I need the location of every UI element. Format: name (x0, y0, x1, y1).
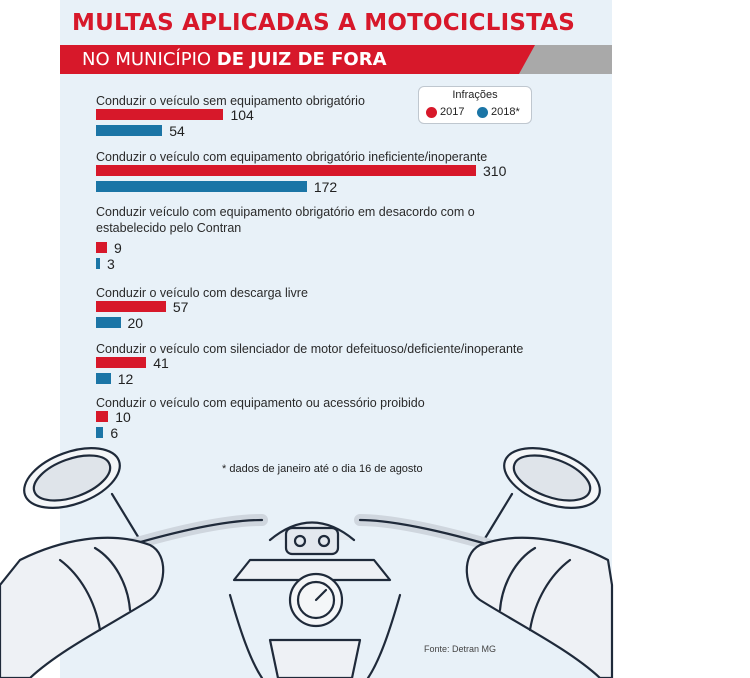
subtitle-regular: NO MUNICÍPIO (82, 49, 212, 70)
footnote: * dados de janeiro até o dia 16 de agost… (222, 463, 423, 475)
legend-label-2017: 2017 (440, 106, 465, 118)
chart-title: MULTAS APLICADAS A MOTOCICLISTAS (72, 10, 575, 36)
chart-subtitle: NO MUNICÍPIO DE JUIZ DE FORA (82, 49, 387, 71)
category-label: Conduzir o veículo com equipamento ou ac… (96, 396, 425, 410)
bar-2018 (96, 373, 111, 384)
bar-2018 (96, 181, 307, 192)
category-label: Conduzir o veículo com equipamento obrig… (96, 150, 488, 164)
data-label: 57 (172, 299, 189, 315)
bar-2017 (96, 411, 109, 422)
legend-label-2018: 2018* (491, 106, 520, 118)
subtitle-band-red (60, 45, 535, 74)
legend-item-2017: 2017 (426, 105, 464, 119)
bar-2018 (96, 317, 121, 328)
bar-2017 (96, 109, 224, 120)
legend-item-2018: 2018* (477, 105, 520, 119)
data-label: 6 (110, 425, 119, 441)
legend-swatch-2018 (477, 106, 488, 118)
data-label: 104 (230, 107, 254, 123)
category-label: Conduzir o veículo com silenciador de mo… (96, 342, 524, 356)
data-label: 310 (483, 163, 507, 179)
bar-2017 (96, 165, 476, 176)
source-note: Fonte: Detran MG (424, 644, 497, 654)
category-label: Conduzir veículo com equipamento obrigat… (96, 205, 475, 235)
data-label: 54 (169, 123, 185, 139)
data-label: 3 (107, 256, 115, 272)
data-label: 41 (153, 355, 169, 371)
subtitle-bold: DE JUIZ DE FORA (216, 49, 387, 70)
data-label: 20 (127, 315, 144, 331)
data-label: 12 (117, 371, 134, 387)
bar-2017 (96, 357, 147, 368)
bar-2017 (96, 242, 108, 253)
category-label: Conduzir o veículo sem equipamento obrig… (96, 94, 365, 108)
bar-2017 (96, 301, 166, 312)
bar-2018 (96, 125, 163, 136)
bar-2018 (96, 427, 104, 438)
legend-title: Infrações (452, 89, 498, 101)
data-label: 9 (114, 240, 122, 256)
legend: Infrações 2017 2018* (418, 86, 532, 124)
category-label: Conduzir o veículo com descarga livre (96, 286, 308, 300)
bar-2018 (96, 258, 100, 269)
legend-swatch-2017 (426, 106, 437, 118)
data-label: 172 (313, 179, 338, 195)
data-label: 10 (115, 409, 131, 425)
